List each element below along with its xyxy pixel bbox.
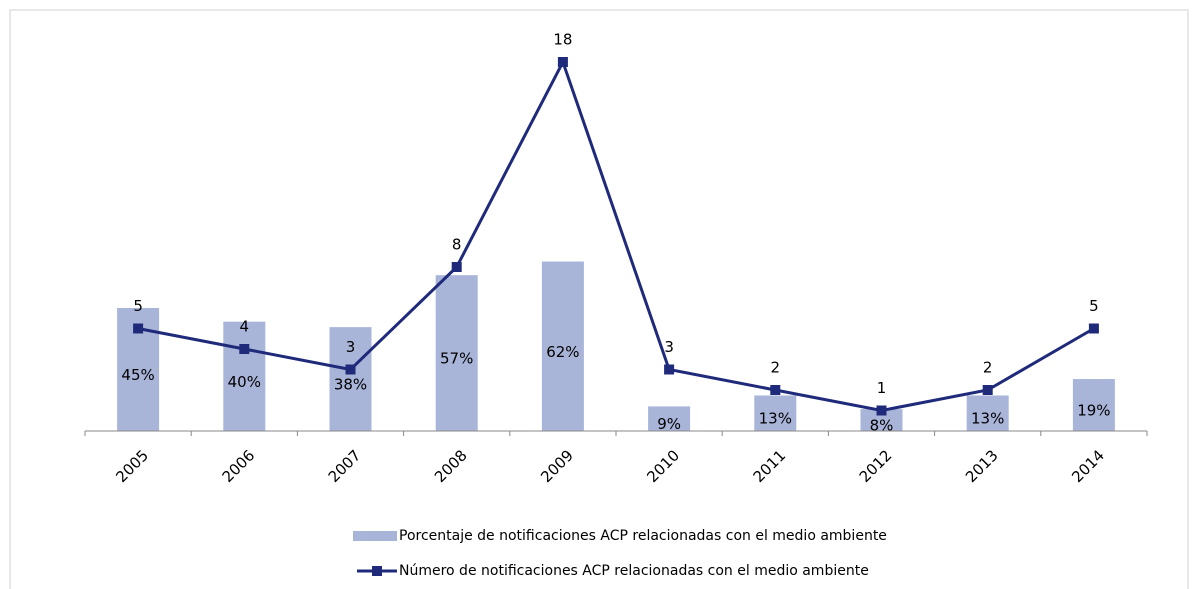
x-tick-label: 2008 [431,446,471,486]
line-value-label: 2 [983,359,993,377]
bar [648,406,691,431]
line [137,58,1095,413]
bar-value-label: 45% [121,366,154,384]
line-value-label: 8 [452,236,462,254]
bar [541,261,584,431]
line-marker [770,385,781,395]
x-tick-label: 2013 [962,446,1002,486]
legend-swatch [372,566,382,576]
line-marker [1088,323,1099,334]
bar-value-label: 8% [870,417,894,435]
bar [329,327,372,431]
bar-value-label: 38% [334,376,367,394]
x-tick-label: 2007 [325,446,365,486]
line-value-label: 18 [553,31,572,49]
bar-value-label: 9% [657,415,681,433]
bar-value-label: 40% [228,373,261,391]
bar-value-label: 62% [546,343,579,361]
line-marker [239,344,250,354]
line-value-label: 3 [664,338,674,356]
bar-value-label: 13% [759,410,792,428]
x-tick-label: 2010 [643,446,683,486]
bar [754,395,797,431]
x-tick-label: 2014 [1068,446,1108,486]
legend-label: Número de notificaciones ACP relacionada… [399,563,869,579]
line-marker [557,57,568,67]
x-tick-label: 2006 [219,446,259,486]
bar [223,321,266,431]
line-marker [876,405,887,416]
bar-value-label: 19% [1077,402,1110,420]
bar-value-label: 13% [971,410,1004,428]
line-value-label: 3 [346,338,356,356]
legend-swatch [353,531,397,541]
x-tick-label: 2012 [856,446,896,486]
x-tick-label: 2011 [750,446,790,486]
bar [435,275,478,431]
line-value-label: 5 [1089,297,1099,315]
line-marker [982,385,993,395]
line-value-label: 5 [133,297,143,315]
bar-value-label: 57% [440,350,473,368]
bar [966,395,1009,431]
line-marker [133,323,144,334]
line-value-label: 2 [771,359,781,377]
line-marker [345,364,356,375]
line-marker [664,364,675,375]
bar [1072,379,1115,431]
bar [860,409,903,431]
line-value-label: 4 [240,318,250,336]
legend-label: Porcentaje de notificaciones ACP relacio… [399,528,887,544]
chart-frame [9,9,1189,589]
x-tick-label: 2005 [112,446,152,486]
line-value-label: 1 [877,379,887,397]
line-marker [451,262,462,272]
x-tick-label: 2009 [537,446,577,486]
